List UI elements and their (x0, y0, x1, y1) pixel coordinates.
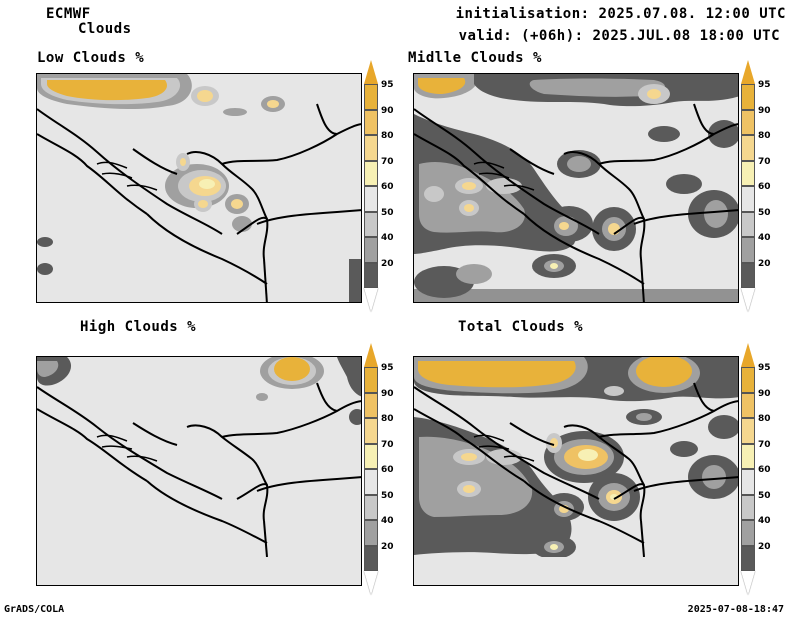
colorbar-segment (741, 545, 755, 571)
colorbar-segment (741, 237, 755, 263)
colorbar-level-label: 80 (381, 131, 394, 141)
colorbar-level-label: 40 (381, 233, 394, 243)
colorbar-level-label: 70 (381, 439, 394, 450)
colorbar-segment (741, 469, 755, 495)
colorbar-segment (741, 418, 755, 444)
colorbar-level-label: 90 (381, 105, 394, 116)
colorbar-top-arrow (741, 343, 755, 367)
colorbar-segment (741, 109, 755, 135)
map-high-clouds (36, 356, 362, 586)
colorbar-level-label: 90 (381, 388, 394, 399)
colorbar-bottom-arrow (364, 571, 378, 595)
colorbar-bottom-arrow (741, 571, 755, 595)
colorbar-level-label: 50 (381, 490, 394, 501)
initialisation-label: initialisation: 2025.07.08. 12:00 UTC (455, 6, 786, 22)
colorbar-segment (741, 520, 755, 546)
colorbar-level-label: 80 (758, 131, 771, 141)
panel-title-low: Low Clouds % (37, 50, 145, 66)
colorbar-level-label: 60 (758, 182, 771, 192)
colorbar-segment (741, 211, 755, 237)
map-low-clouds (36, 73, 362, 303)
colorbar-segment (364, 520, 378, 546)
colorbar-level-label: 70 (381, 156, 394, 167)
colorbar-segment (364, 135, 378, 161)
colorbar-level-label: 40 (758, 233, 771, 243)
colorbar-level-label: 95 (758, 80, 771, 90)
map-total-clouds (413, 356, 739, 586)
colorbar-segment (364, 392, 378, 418)
panel-title-total: Total Clouds % (458, 319, 584, 335)
colorbar-segment (741, 367, 755, 393)
colorbar-level-label: 50 (758, 490, 771, 501)
colorbar-segment (741, 392, 755, 418)
colorbar-top-arrow (364, 343, 378, 367)
colorbar-level-label: 95 (381, 80, 394, 90)
low-clouds-field (37, 74, 361, 302)
colorbar-level-label: 95 (758, 363, 771, 373)
colorbar-segment (741, 84, 755, 110)
colorbar-segment (741, 262, 755, 288)
colorbar-level-label: 20 (381, 541, 394, 552)
colorbar-level-label: 95 (381, 363, 394, 373)
colorbar-level-label: 50 (758, 207, 771, 218)
colorbar-segment (364, 237, 378, 263)
colorbar-segment (364, 186, 378, 212)
colorbar-level-label: 90 (758, 388, 771, 399)
colorbar-segment (364, 443, 378, 469)
valid-label: valid: (+06h): 2025.JUL.08 18:00 UTC (458, 28, 780, 44)
panel-title-middle: Midlle Clouds % (408, 50, 542, 66)
colorbar-segment (364, 262, 378, 288)
colorbar-level-label: 90 (758, 105, 771, 116)
colorbar-segment (364, 545, 378, 571)
colorbar-segment (364, 160, 378, 186)
colorbar-level-label: 80 (758, 414, 771, 424)
total-clouds-field (414, 357, 738, 557)
colorbar-segment (364, 109, 378, 135)
colorbar-level-label: 60 (758, 465, 771, 475)
colorbar-segment (364, 418, 378, 444)
colorbar-bottom-arrow (741, 288, 755, 312)
product-label: Clouds (78, 21, 132, 37)
colorbar-level-label: 20 (758, 258, 771, 269)
colorbar-segment (364, 367, 378, 393)
colorbar-segment (741, 443, 755, 469)
colorbar-level-label: 70 (758, 156, 771, 167)
colorbar-level-label: 60 (381, 465, 394, 475)
colorbar-segment (741, 186, 755, 212)
colorbar-segment (364, 84, 378, 110)
colorbar-segment (741, 160, 755, 186)
colorbar-bottom-arrow (364, 288, 378, 312)
colorbar-segment (364, 494, 378, 520)
panel-title-high: High Clouds % (80, 319, 197, 335)
colorbar-segment (364, 211, 378, 237)
colorbar-level-label: 40 (381, 516, 394, 526)
colorbar-top-arrow (741, 60, 755, 84)
middle-clouds-field (414, 74, 738, 302)
colorbar-level-label: 20 (758, 541, 771, 552)
colorbar-top-arrow (364, 60, 378, 84)
colorbar-level-label: 40 (758, 516, 771, 526)
colorbar-level-label: 80 (381, 414, 394, 424)
map-middle-clouds (413, 73, 739, 303)
footer-timestamp: 2025-07-08-18:47 (687, 604, 784, 615)
colorbar-level-label: 50 (381, 207, 394, 218)
footer-software: GrADS/COLA (4, 604, 65, 615)
colorbar-segment (741, 494, 755, 520)
high-clouds-field (37, 357, 361, 557)
colorbar-segment (364, 469, 378, 495)
colorbar-level-label: 60 (381, 182, 394, 192)
colorbar-level-label: 20 (381, 258, 394, 269)
model-label: ECMWF (46, 6, 91, 22)
colorbar-level-label: 70 (758, 439, 771, 450)
colorbar-segment (741, 135, 755, 161)
